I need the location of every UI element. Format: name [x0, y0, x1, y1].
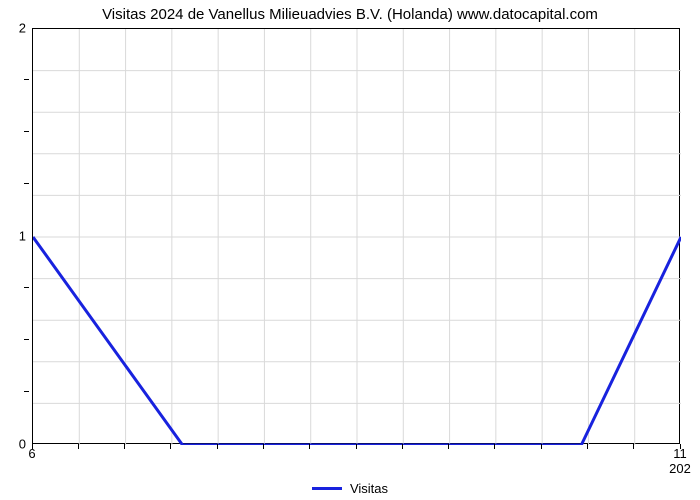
- y-tick-label: 1: [0, 229, 26, 244]
- y-tick-minor: [24, 131, 29, 132]
- x-tick-mark: [633, 444, 634, 449]
- x-tick-mark: [402, 444, 403, 449]
- x-tick-mark: [32, 444, 33, 449]
- legend: Visitas: [0, 480, 700, 496]
- x-tick-mark: [494, 444, 495, 449]
- x-tick-mark: [680, 444, 681, 449]
- y-tick-label: 0: [0, 437, 26, 452]
- x-tick-mark: [78, 444, 79, 449]
- x-tick-mark: [356, 444, 357, 449]
- x-tick-mark: [124, 444, 125, 449]
- y-tick-minor: [24, 287, 29, 288]
- legend-swatch: [312, 487, 342, 490]
- y-tick-label: 2: [0, 21, 26, 36]
- plot-area: [32, 28, 680, 444]
- y-tick-minor: [24, 79, 29, 80]
- y-tick-minor: [24, 339, 29, 340]
- chart-container: Visitas 2024 de Vanellus Milieuadvies B.…: [0, 0, 700, 500]
- x-tick-mark: [541, 444, 542, 449]
- x-tick-mark: [448, 444, 449, 449]
- y-tick-minor: [24, 183, 29, 184]
- chart-title: Visitas 2024 de Vanellus Milieuadvies B.…: [0, 6, 700, 23]
- y-tick-minor: [24, 391, 29, 392]
- x-tick-mark: [217, 444, 218, 449]
- x-tick-mark: [309, 444, 310, 449]
- plot-svg: [33, 29, 681, 445]
- x-tick-mark: [263, 444, 264, 449]
- legend-label: Visitas: [350, 481, 388, 496]
- x-tick-mark: [170, 444, 171, 449]
- x-tick-right-bottom: 202: [669, 461, 691, 476]
- x-tick-mark: [587, 444, 588, 449]
